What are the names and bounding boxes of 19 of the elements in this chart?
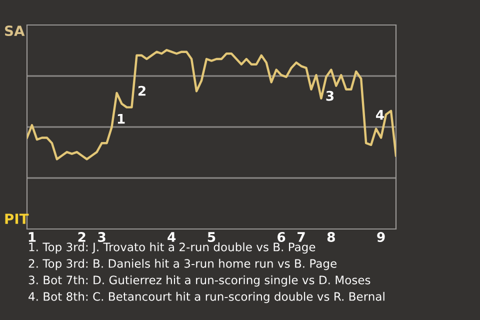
text: 4. Bot 8th: C. Betancourt hit a run-scoring double vs R. Bernal bbox=[28, 292, 384, 304]
x-tick-label: 6 bbox=[278, 232, 286, 242]
x-tick-label: 4 bbox=[168, 232, 176, 242]
text: 1. Top 3rd: J. Trovato hit a 2-run double vs B. Page bbox=[29, 242, 316, 254]
x-tick-label: 2 bbox=[78, 232, 86, 242]
text: SA bbox=[4, 26, 25, 36]
x-tick-label: 9 bbox=[377, 232, 385, 242]
x-tick-label: 3 bbox=[98, 232, 106, 242]
x-tick-label: 8 bbox=[327, 232, 335, 242]
annotation: 4 bbox=[376, 110, 384, 120]
annotation: 2 bbox=[138, 86, 146, 96]
x-tick-label: 7 bbox=[298, 232, 305, 242]
annotation: 1 bbox=[118, 114, 125, 124]
x-tick-label: 5 bbox=[208, 232, 216, 242]
text: 3. Bot 7th: D. Gutierrez hit a run-scoring single vs D. Moses bbox=[28, 275, 370, 287]
annotation: PIT bbox=[5, 214, 29, 224]
annotation: 3 bbox=[326, 90, 334, 101]
x-tick-label: 1 bbox=[28, 232, 36, 242]
text: 2. Top 3rd: B. Daniels hit a 3-run home run vs B. Page bbox=[28, 258, 336, 270]
